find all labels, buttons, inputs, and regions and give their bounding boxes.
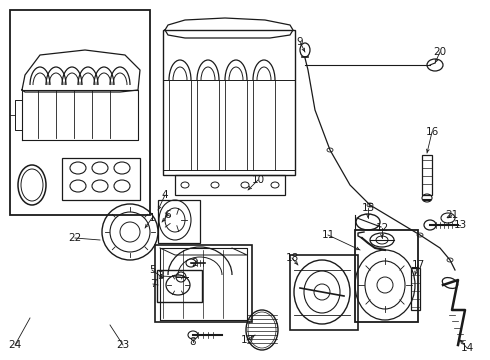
Text: 12: 12 — [375, 223, 389, 233]
Bar — [175, 175, 285, 195]
Bar — [62, 158, 140, 200]
Text: 14: 14 — [461, 343, 474, 353]
Text: 4: 4 — [162, 190, 168, 200]
Text: 23: 23 — [117, 340, 130, 350]
Text: 18: 18 — [285, 253, 298, 263]
Text: 1: 1 — [148, 213, 155, 223]
Text: 9: 9 — [296, 37, 303, 47]
Text: 7: 7 — [149, 279, 156, 289]
Bar — [10, 10, 150, 215]
Text: 21: 21 — [445, 210, 459, 220]
Text: 2: 2 — [192, 258, 198, 268]
Text: 10: 10 — [251, 175, 265, 185]
Text: 6: 6 — [165, 210, 172, 220]
Bar — [157, 270, 202, 302]
Text: 13: 13 — [453, 220, 466, 230]
Text: 20: 20 — [434, 47, 446, 57]
Text: 17: 17 — [412, 260, 425, 270]
Text: 8: 8 — [190, 337, 196, 347]
Bar — [163, 30, 295, 175]
Text: 11: 11 — [321, 230, 335, 240]
Bar — [290, 255, 358, 330]
Text: 16: 16 — [425, 127, 439, 137]
Text: 24: 24 — [8, 340, 22, 350]
Bar — [355, 230, 418, 322]
Text: 19: 19 — [241, 335, 254, 345]
Text: 3: 3 — [157, 271, 163, 281]
Text: 5: 5 — [148, 265, 155, 275]
Text: 22: 22 — [69, 233, 82, 243]
Bar — [155, 245, 252, 322]
Text: 15: 15 — [361, 203, 375, 213]
Bar — [158, 200, 200, 243]
Bar — [422, 155, 432, 195]
Bar — [411, 268, 420, 310]
